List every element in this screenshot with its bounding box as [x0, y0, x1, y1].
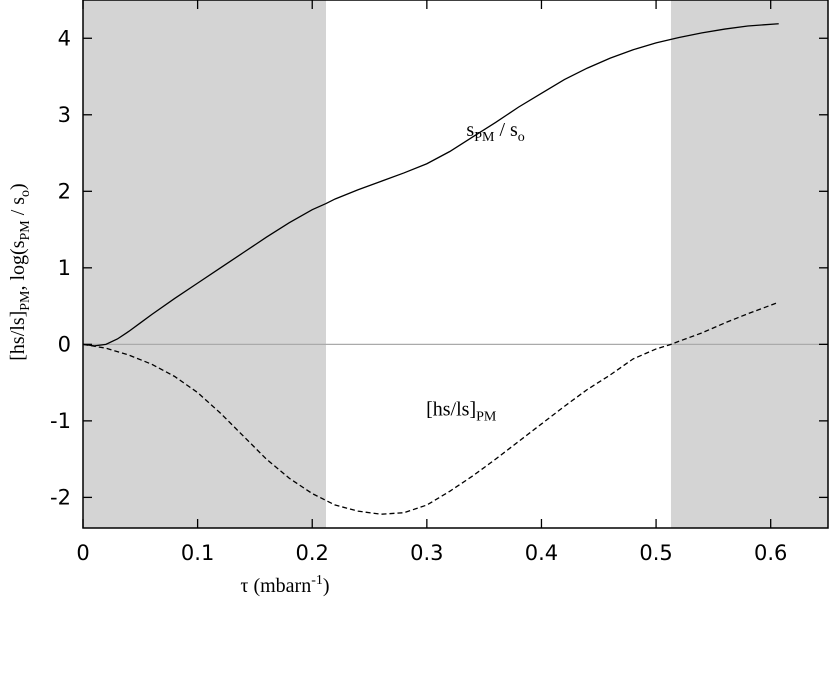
- plot-frame: [82, 0, 829, 529]
- tick-marks: [82, 0, 828, 528]
- x-tick-label-2: 0.2: [296, 541, 329, 565]
- series-line-spm-over-so: [82, 23, 779, 347]
- y-tick-label-6: 4: [58, 26, 71, 50]
- x-tick-label-4: 0.4: [525, 541, 558, 565]
- y-axis-label: [hs/ls]PM, log(sPM / so): [7, 183, 33, 360]
- series-line-hs-ls: [82, 301, 779, 515]
- series-label-hs-ls: [hs/ls]PM: [426, 399, 497, 425]
- y-tick-label-2: 0: [58, 332, 71, 356]
- x-tick-label-6: 0.6: [754, 541, 787, 565]
- y-tick-label-0: -2: [50, 485, 71, 509]
- x-axis-label: τ (mbarn-1): [240, 573, 329, 597]
- shaded-regions: [83, 0, 828, 528]
- y-tick-labels: -2 -1 0 1 2 3 4: [50, 26, 71, 509]
- x-tick-label-3: 0.3: [410, 541, 443, 565]
- shaded-region-2: [670, 0, 828, 528]
- series-label-spm-over-so: sPM / so: [466, 119, 524, 145]
- series-layer: [82, 23, 779, 515]
- shaded-region-1: [83, 0, 326, 528]
- y-tick-label-1: -1: [50, 409, 71, 433]
- x-tick-label-5: 0.5: [639, 541, 672, 565]
- y-tick-label-3: 1: [58, 256, 71, 280]
- x-tick-label-0: 0: [76, 541, 89, 565]
- y-tick-label-4: 2: [58, 179, 71, 203]
- y-tick-label-5: 3: [58, 103, 71, 127]
- x-tick-label-1: 0.1: [181, 541, 214, 565]
- x-tick-labels: 0 0.1 0.2 0.3 0.4 0.5 0.6: [76, 541, 787, 565]
